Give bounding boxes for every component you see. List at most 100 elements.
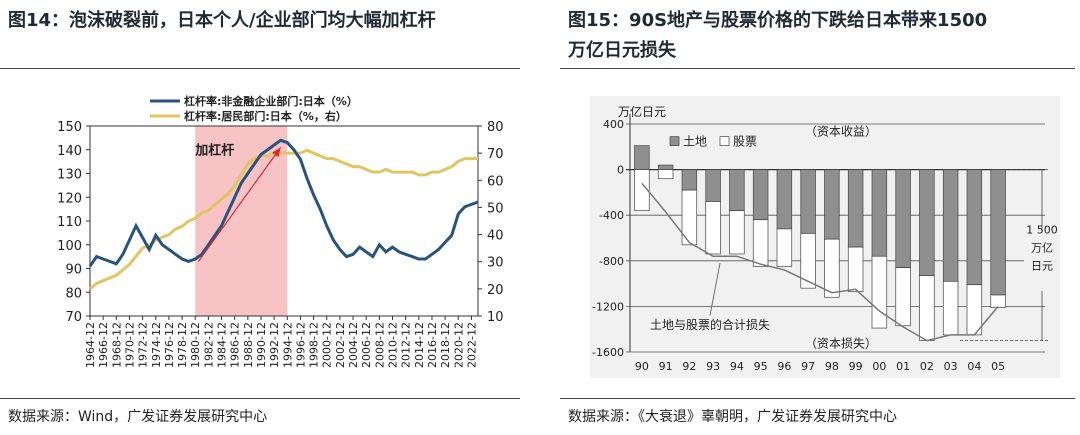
y-tick-label: -1600 xyxy=(592,346,624,359)
bar-stock xyxy=(752,219,769,267)
x-tick-label: 1984-12 xyxy=(216,322,229,368)
bar-land xyxy=(800,169,816,234)
x-tick-label: 94 xyxy=(730,360,744,373)
x-tick-label: 2022-12 xyxy=(465,322,478,368)
x-tick-label: 03 xyxy=(944,360,958,373)
annotations: （资本收益） （资本损失） 土地与股票的合计损失 1 500 万亿日元 xyxy=(650,124,1060,350)
leverage-chart: 70 80 90 100 110 120 130 140 150 10 20 30 40 50 60 70 8… xyxy=(57,94,504,368)
y-tick-label: 400 xyxy=(603,118,624,131)
arrow-head xyxy=(272,147,281,158)
x-tick-label: 1992-12 xyxy=(268,322,281,368)
legend-swatch-land xyxy=(669,136,680,147)
annotation-capital-loss: （资本损失） xyxy=(805,335,877,350)
left-y-axis: 70 80 90 100 110 120 130 140 150 xyxy=(57,120,90,325)
x-tick-label: 1988-12 xyxy=(242,322,255,368)
x-tick-label: 95 xyxy=(754,360,768,373)
bar-stock xyxy=(729,210,745,255)
x-tick-label: 05 xyxy=(991,360,1005,373)
x-tick-label: 90 xyxy=(635,360,649,373)
bar-stock xyxy=(824,238,840,298)
bar-stock xyxy=(705,201,721,255)
legend-swatch-stock xyxy=(719,136,730,147)
bar-land xyxy=(824,169,840,240)
bar-land xyxy=(919,169,935,276)
bar-land xyxy=(895,169,911,268)
bar-land xyxy=(729,169,745,211)
x-tick-label: 96 xyxy=(777,360,791,373)
y-tick-label: -800 xyxy=(599,255,624,268)
x-tick-label: 1998-12 xyxy=(308,322,321,368)
bar-stock xyxy=(942,280,959,336)
series-line-corp xyxy=(88,138,479,267)
right-y-tick-label: 30 xyxy=(487,256,504,271)
x-tick-label: 1986-12 xyxy=(229,322,242,368)
x-tick-label: 1968-12 xyxy=(110,322,123,368)
x-tick-label: 2020-12 xyxy=(452,322,465,368)
x-tick-label: 04 xyxy=(967,360,981,373)
bracket-label: 1 500 xyxy=(1026,223,1058,236)
left-y-tick-label: 140 xyxy=(57,144,82,159)
annotation-capital-gain: （资本收益） xyxy=(805,124,877,138)
x-tick-label: 91 xyxy=(659,360,673,373)
bubble-highlight-band xyxy=(195,126,288,316)
bar-land xyxy=(657,164,674,170)
x-tick-label: 2016-12 xyxy=(426,322,439,368)
total-loss-line xyxy=(641,182,999,342)
bar-stock xyxy=(657,169,674,180)
x-tick-label: 97 xyxy=(801,360,815,373)
bar-stock xyxy=(919,275,935,341)
bar-stock xyxy=(634,169,650,211)
x-tick-label: 1970-12 xyxy=(123,322,136,368)
right-y-tick-label: 10 xyxy=(487,310,504,325)
right-y-axis: 10 20 30 40 50 60 70 80 xyxy=(478,120,504,325)
bar-land xyxy=(990,169,1006,296)
x-tick-label: 2004-12 xyxy=(347,322,360,368)
x-tick-label: 1974-12 xyxy=(150,322,163,368)
bar-land xyxy=(966,169,983,286)
x-tick-label: 1996-12 xyxy=(294,322,307,368)
arrow-shaft xyxy=(198,147,282,262)
x-tick-label: 93 xyxy=(706,360,720,373)
source-note-15: 数据来源：《大衰退》辜朝明，广发证券发展研究中心 xyxy=(568,409,897,425)
right-y-tick-label: 40 xyxy=(487,229,504,244)
bar-land xyxy=(871,169,888,257)
right-panel: 图15：90S地产与股票价格的下跌给日本带来1500 万亿日元损失 400 0 -4… xyxy=(560,0,1075,435)
bar-stock xyxy=(966,284,983,336)
y-axis: 400 0 -400 -800 -1200 -1600 万亿日元 xyxy=(592,104,666,359)
bracket-label: 万亿 xyxy=(1031,241,1053,254)
y-tick-label: -1200 xyxy=(592,300,624,313)
bar-land xyxy=(752,169,769,221)
bar-stock xyxy=(871,255,888,329)
x-tick-label: 1980-12 xyxy=(189,322,202,368)
x-tick-label: 00 xyxy=(872,360,886,373)
x-tick-label: 2010-12 xyxy=(387,322,400,368)
x-tick-label: 02 xyxy=(920,360,934,373)
x-tick-label: 92 xyxy=(682,360,696,373)
x-tick-label: 1982-12 xyxy=(202,322,215,368)
x-tick-label: 2012-12 xyxy=(400,322,413,368)
bar-stock xyxy=(990,294,1006,308)
x-tick-label: 2018-12 xyxy=(439,322,452,368)
left-y-tick-label: 120 xyxy=(57,191,82,206)
annotation-leverage: 加杠杆 xyxy=(194,143,234,159)
y-axis-unit: 万亿日元 xyxy=(618,104,666,119)
right-y-tick-label: 60 xyxy=(487,174,504,189)
legend-label-stock: 股票 xyxy=(733,135,757,149)
left-y-tick-label: 100 xyxy=(57,239,82,254)
leverage-arrow xyxy=(198,147,282,262)
bar-land xyxy=(634,145,650,170)
x-tick-label: 1978-12 xyxy=(176,322,189,368)
legend-label: 杠杆率:居民部门:日本（%，右） xyxy=(184,109,347,123)
x-tick-label: 99 xyxy=(849,360,863,373)
bars xyxy=(634,145,1006,341)
y-tick-label: -400 xyxy=(599,209,624,222)
title-divider xyxy=(0,68,520,69)
left-y-tick-label: 150 xyxy=(57,120,82,135)
x-tick-label: 2008-12 xyxy=(373,322,386,368)
left-y-tick-label: 130 xyxy=(57,168,82,183)
bar-land xyxy=(681,169,698,191)
x-tick-label: 1994-12 xyxy=(281,322,294,368)
right-y-tick-label: 80 xyxy=(487,120,504,135)
bar-land xyxy=(776,169,793,230)
